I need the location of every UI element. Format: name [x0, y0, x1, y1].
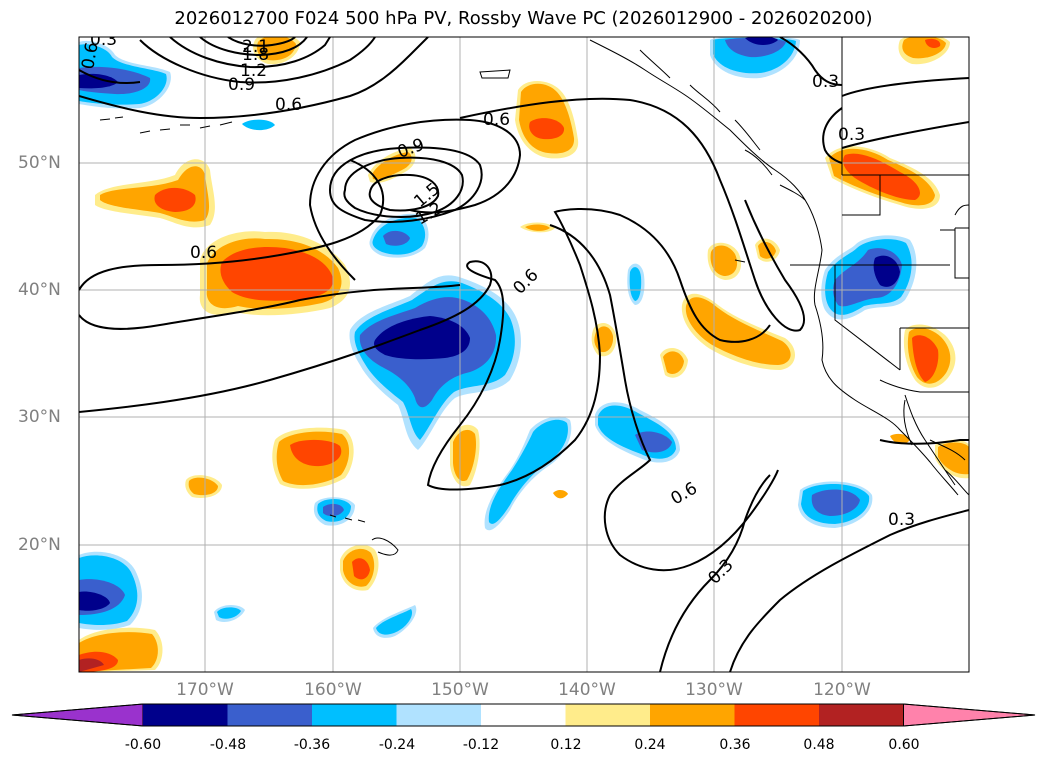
- colorbar-segment: [819, 704, 904, 726]
- map-title: 2026012700 F024 500 hPa PV, Rossby Wave …: [174, 8, 873, 29]
- colorbar-extend-right: [903, 703, 1036, 727]
- colorbar-segment: [565, 704, 651, 726]
- colorbar-tick-label: 0.60: [888, 737, 920, 753]
- graticule: [79, 37, 969, 672]
- colorbar-tick-label: -0.36: [293, 737, 331, 753]
- colorbar-extend-left: [11, 703, 144, 727]
- colorbar-segment: [734, 704, 820, 726]
- contour-label: 0.3: [90, 30, 117, 50]
- colorbar-segment: [143, 704, 228, 726]
- contour-label: 0.6: [483, 110, 510, 130]
- colorbar-segment: [227, 704, 313, 726]
- positive-anomaly-fill: [79, 37, 969, 672]
- colorbar-tick-label: -0.60: [124, 737, 162, 753]
- colorbar-tick-label: 0.24: [634, 737, 666, 753]
- lon-label: 170°W: [176, 680, 234, 700]
- pv-contours: [79, 37, 969, 672]
- contour-label: 0.3: [812, 72, 839, 92]
- contour-label: 0.6: [78, 41, 102, 71]
- lat-label: 50°N: [18, 153, 61, 173]
- contour-label: 0.3: [888, 510, 915, 530]
- colorbar-frame: [11, 703, 1036, 727]
- lon-label: 130°W: [685, 680, 743, 700]
- coastlines: [99, 37, 969, 556]
- colorbar-tick-label: -0.48: [209, 737, 247, 753]
- lat-label: 30°N: [18, 407, 61, 427]
- contour-label: 0.9: [228, 75, 255, 95]
- colorbar-segment: [481, 704, 566, 726]
- contour-label: 1.8: [242, 45, 269, 65]
- colorbar-segment: [396, 704, 482, 726]
- lon-label: 160°W: [304, 680, 362, 700]
- colorbar-tick-label: 0.36: [719, 737, 751, 753]
- colorbar: [11, 703, 1036, 727]
- map-panel: 0.9 1.2 1.8 2.1 0.6 0.6 0.9 1.5 1.2 0.6 …: [78, 15, 969, 672]
- lon-label: 150°W: [431, 680, 489, 700]
- contour-label: 0.6: [190, 243, 217, 263]
- colorbar-segment: [312, 704, 397, 726]
- colorbar-tick-label: 0.48: [803, 737, 835, 753]
- contour-label: 0.6: [90, 15, 117, 35]
- contour-label: 0.6: [275, 95, 302, 115]
- lat-label: 40°N: [18, 280, 61, 300]
- colorbar-tick-label: 0.12: [550, 737, 582, 753]
- lat-label: 20°N: [18, 535, 61, 555]
- lon-label: 120°W: [813, 680, 871, 700]
- colorbar-tick-label: -0.24: [378, 737, 416, 753]
- colorbar-segment: [650, 704, 735, 726]
- map-frame: [78, 36, 970, 673]
- contour-label: 2.1: [242, 37, 269, 57]
- contour-label: 0.3: [838, 125, 865, 145]
- colorbar-tick-label: -0.12: [462, 737, 500, 753]
- lon-label: 140°W: [558, 680, 616, 700]
- contour-label: 1.2: [240, 61, 267, 81]
